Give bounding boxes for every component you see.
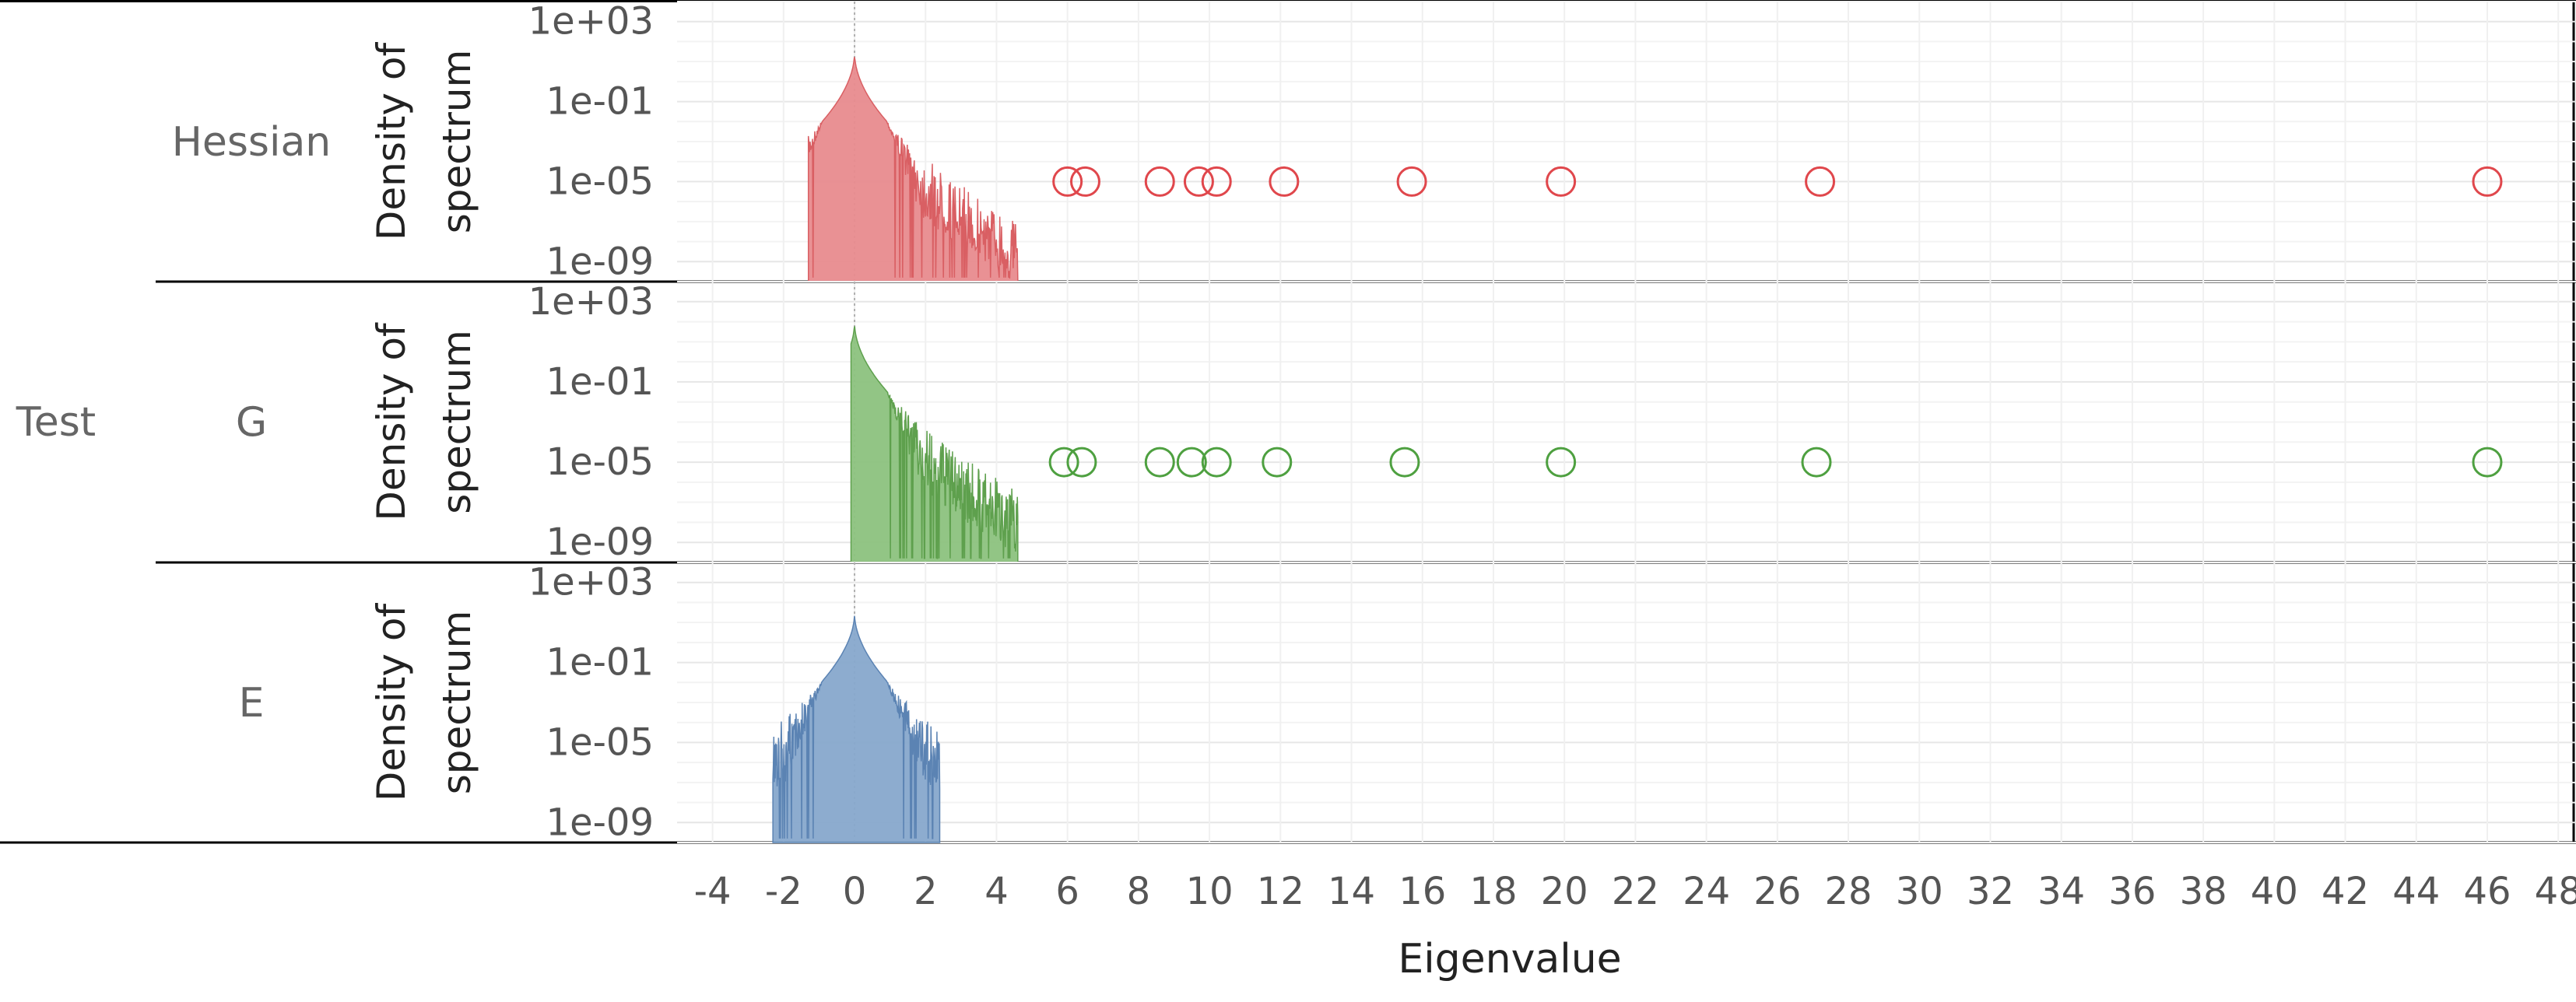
x-tick-label: 4 [984, 870, 1009, 913]
x-tick-label: 44 [2392, 870, 2440, 913]
x-tick-label: 28 [1825, 870, 1872, 913]
outlier-point [1176, 447, 1207, 478]
chart-panels: 1e+03 1e-01 1e-05 1e-09 Density of spectrum He… [172, 0, 2576, 844]
x-tick-label: 38 [2180, 870, 2227, 913]
x-tick-label: 20 [1541, 870, 1588, 913]
y-tick-label: 1e-09 [546, 520, 654, 564]
y-axis-title-line1: Density of [369, 603, 414, 802]
x-tick-label: 16 [1399, 870, 1446, 913]
x-tick-label: 30 [1896, 870, 1943, 913]
y-tick-label: 1e-01 [546, 641, 654, 685]
x-tick-label: 46 [2463, 870, 2511, 913]
y-axis-title-line2: spectrum [434, 50, 479, 234]
panel-label: E [239, 680, 265, 727]
x-tick-label: 6 [1055, 870, 1079, 913]
x-tick-label: 34 [2037, 870, 2085, 913]
x-tick-label: 10 [1186, 870, 1234, 913]
x-tick-label: 32 [1967, 870, 2014, 913]
density-area [850, 326, 1019, 563]
x-tick-label: 14 [1328, 870, 1375, 913]
outlier-point [1269, 166, 1300, 197]
panel-label: Hessian [172, 119, 332, 166]
y-tick-label: 1e-01 [546, 80, 654, 124]
outlier-point [2472, 447, 2503, 478]
x-tick-label: 22 [1612, 870, 1659, 913]
outlier-point [1262, 447, 1293, 478]
y-axis-title-line1: Density of [369, 322, 414, 521]
y-tick-label: 1e-05 [546, 720, 654, 764]
outlier-point [1805, 166, 1836, 197]
density-area [772, 615, 941, 843]
x-axis-title: Eigenvalue [1398, 936, 1621, 983]
outlier-point [1801, 447, 1832, 478]
x-tick-label: 26 [1753, 870, 1801, 913]
y-tick-label: 1e+03 [528, 280, 654, 324]
outlier-point [1069, 166, 1100, 197]
x-tick-label: 18 [1469, 870, 1517, 913]
x-tick-label: 36 [2108, 870, 2156, 913]
x-tick-label: 42 [2322, 870, 2369, 913]
panel-e: 1e+03 1e-01 1e-05 1e-09 Density of spectrum E [239, 561, 2576, 844]
outlier-point [1052, 166, 1083, 197]
outlier-point [1546, 447, 1577, 478]
outlier-point [2472, 166, 2503, 197]
panel-label: G [236, 400, 267, 447]
x-tick-label: 2 [914, 870, 938, 913]
y-axis-title-line2: spectrum [434, 330, 479, 514]
y-tick-label: 1e-05 [546, 159, 654, 203]
y-tick-label: 1e-01 [546, 360, 654, 404]
outlier-point [1183, 166, 1214, 197]
row-group-label: Test [16, 399, 96, 446]
panel-hessian: 1e+03 1e-01 1e-05 1e-09 Density of spectrum He… [172, 0, 2576, 283]
outlier-point [1144, 447, 1175, 478]
x-tick-label: 12 [1257, 870, 1304, 913]
x-tick-label: 48 [2535, 870, 2576, 913]
x-tick-label: 8 [1127, 870, 1151, 913]
density-area [807, 57, 1019, 282]
outlier-point [1066, 447, 1097, 478]
outlier-point [1396, 166, 1427, 197]
outlier-point [1048, 447, 1079, 478]
x-axis: -4 -2 0 2 4 6 8 10 12 14 16 18 20 22 24 26 28 30 32 34 36 38 4… [694, 870, 2576, 913]
outlier-point [1201, 447, 1232, 478]
y-tick-label: 1e-09 [546, 240, 654, 283]
y-tick-label: 1e+03 [528, 561, 654, 604]
outlier-point [1389, 447, 1420, 478]
x-tick-label: 0 [843, 870, 867, 913]
y-axis-title-line2: spectrum [434, 611, 479, 795]
x-tick-label: 40 [2251, 870, 2298, 913]
x-tick-label: 24 [1683, 870, 1730, 913]
outlier-point [1201, 166, 1232, 197]
y-tick-label: 1e-05 [546, 440, 654, 484]
y-tick-label: 1e-09 [546, 801, 654, 844]
panel-g: 1e+03 1e-01 1e-05 1e-09 Density of spectrum G [236, 280, 2576, 564]
outlier-point [1144, 166, 1175, 197]
y-tick-label: 1e+03 [528, 0, 654, 44]
outlier-point [1546, 166, 1577, 197]
x-tick-label: -2 [765, 870, 802, 913]
x-tick-label: -4 [694, 870, 732, 913]
y-axis-title-line1: Density of [369, 42, 414, 241]
